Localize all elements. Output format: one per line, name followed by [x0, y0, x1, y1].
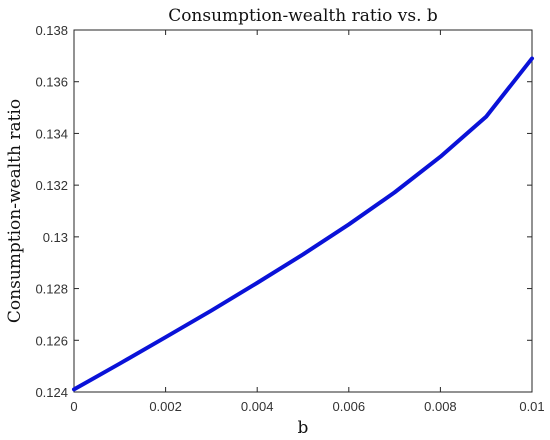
y-tick-label: 0.132: [35, 178, 68, 193]
x-tick-label: 0.01: [519, 399, 544, 414]
series-line-0: [72, 56, 534, 392]
x-tick-label: 0.008: [424, 399, 457, 414]
y-tick-label: 0.138: [35, 23, 68, 38]
x-tick-label: 0: [70, 399, 77, 414]
y-tick-label: 0.13: [43, 230, 68, 245]
y-axis-ticks: 0.124 0.126 0.128 0.13 0.132 0.134 0.136 0.138: [35, 23, 532, 400]
y-tick-label: 0.136: [35, 75, 68, 90]
chart-title: Consumption-wealth ratio vs. b: [168, 6, 438, 26]
x-tick-label: 0.002: [149, 399, 182, 414]
x-tick-label: 0.004: [241, 399, 274, 414]
y-tick-label: 0.126: [35, 333, 68, 348]
y-axis-label: Consumption-wealth ratio: [5, 99, 25, 323]
series-layer: [72, 56, 534, 392]
x-axis-ticks: 0 0.002 0.004 0.006 0.008 0.01: [70, 30, 545, 414]
plot-area: [73, 29, 533, 393]
x-tick-label: 0.006: [333, 399, 366, 414]
y-tick-label: 0.134: [35, 126, 68, 141]
x-axis-label: b: [298, 418, 309, 438]
y-tick-label: 0.128: [35, 282, 68, 297]
y-tick-label: 0.124: [35, 385, 68, 400]
